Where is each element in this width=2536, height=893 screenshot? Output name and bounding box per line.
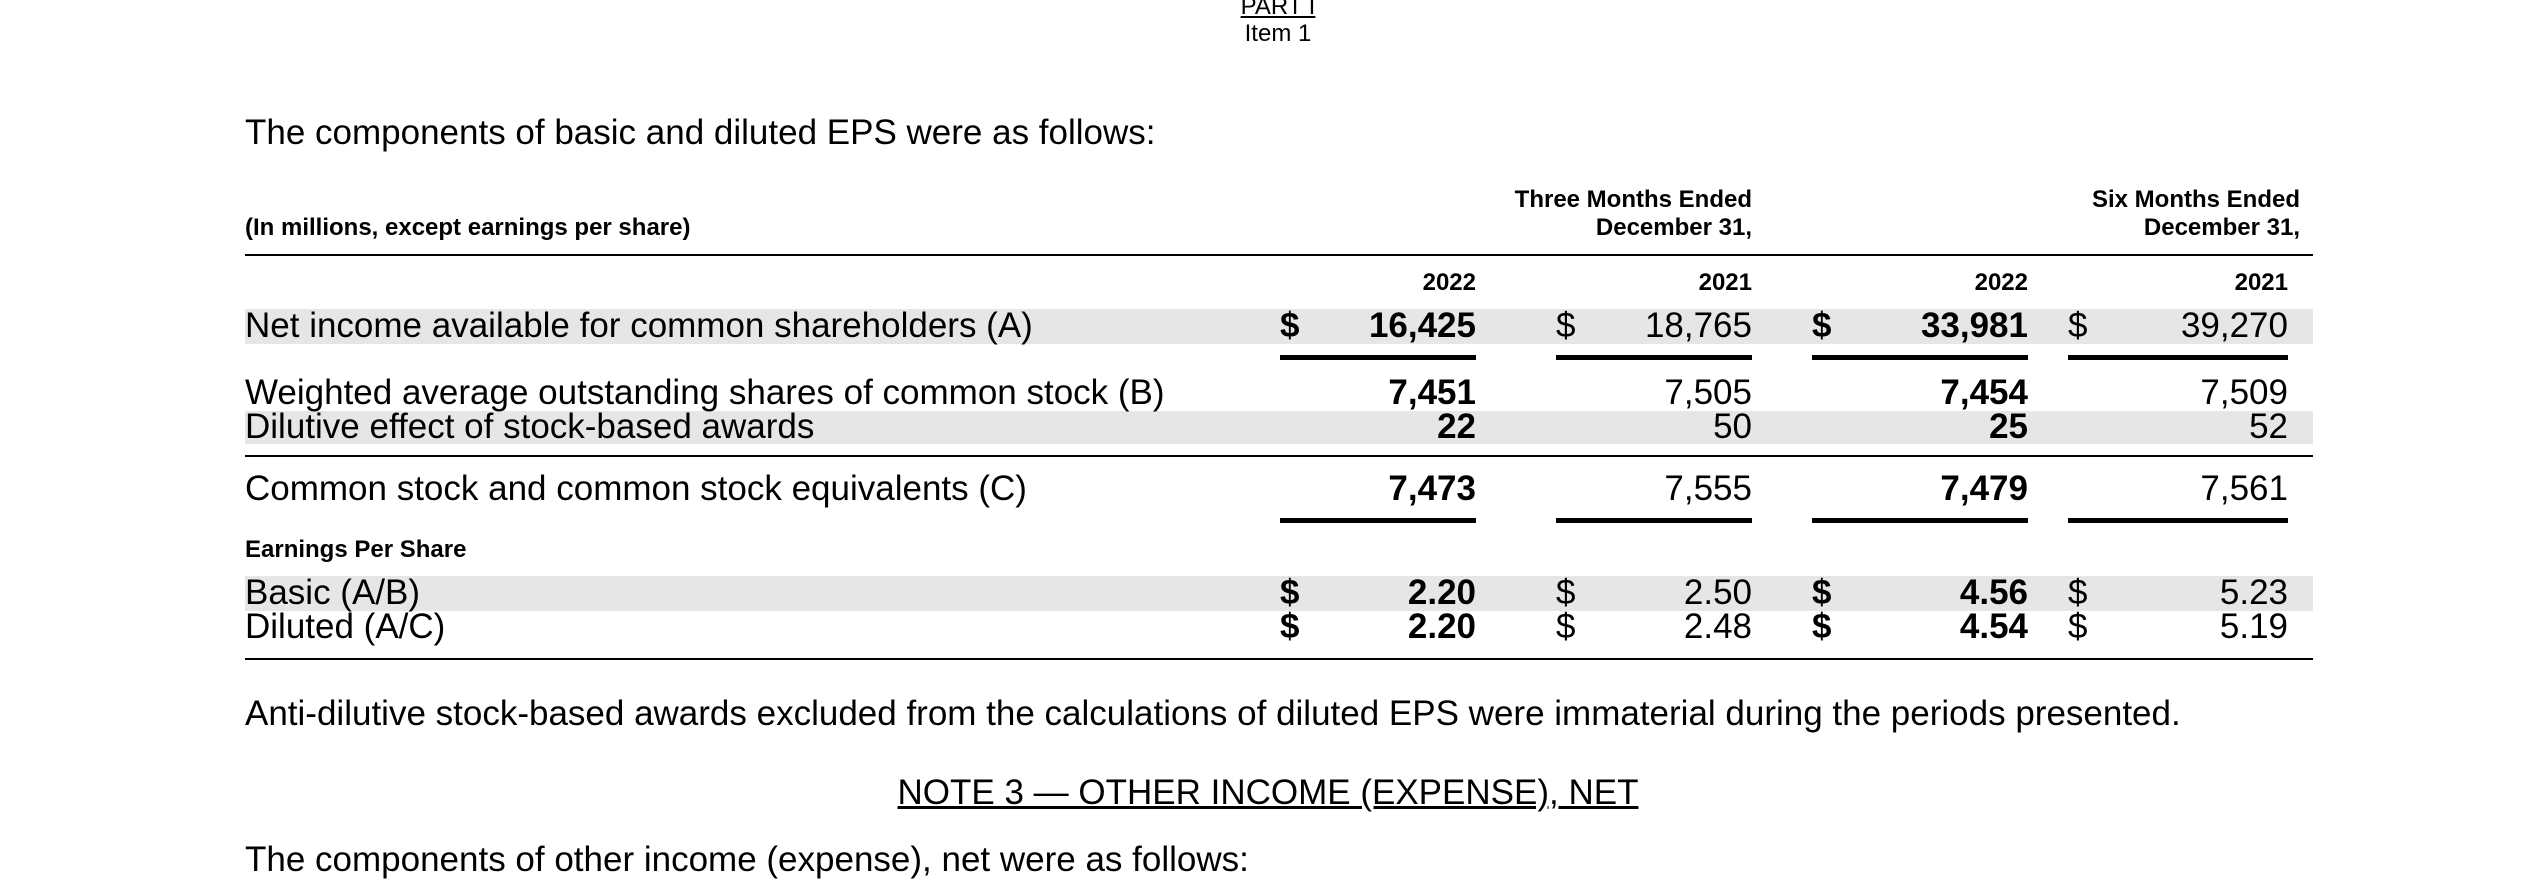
currency-symbol: $	[2068, 607, 2088, 646]
value-basic-q-2022: 2.20	[1407, 573, 1476, 612]
total-rule	[1556, 355, 1752, 360]
row-label-net-income: Net income available for common sharehol…	[245, 306, 1033, 345]
row-label-dilutive: Dilutive effect of stock-based awards	[245, 407, 815, 446]
value-common-equiv-ytd-2022: 7,479	[1940, 469, 2028, 508]
row-label-common-equiv: Common stock and common stock equivalent…	[245, 469, 1027, 508]
row-highlight	[245, 411, 2313, 444]
group-three-months-line2: December 31,	[1595, 214, 1752, 241]
currency-symbol: $	[1556, 573, 1576, 612]
value-weighted-avg-ytd-2021: 7,509	[2200, 373, 2288, 412]
table-bottom-rule	[245, 658, 2313, 660]
currency-symbol: $	[1280, 607, 1300, 646]
total-rule	[1812, 355, 2028, 360]
note3-intro: The components of other income (expense)…	[245, 840, 1249, 879]
value-net-income-q-2021: 18,765	[1644, 306, 1752, 345]
value-weighted-avg-q-2022: 7,451	[1388, 373, 1476, 412]
row-highlight	[245, 309, 2313, 344]
value-net-income-ytd-2021: 39,270	[2180, 306, 2288, 345]
value-diluted-q-2022: 2.20	[1407, 607, 1476, 646]
value-weighted-avg-q-2021: 7,505	[1664, 373, 1752, 412]
currency-symbol: $	[1812, 306, 1832, 345]
intro-text: The components of basic and diluted EPS …	[245, 113, 1156, 152]
header-rule	[245, 254, 2313, 256]
currency-symbol: $	[1556, 306, 1576, 345]
row-label-diluted: Diluted (A/C)	[245, 607, 446, 646]
total-rule	[2068, 518, 2288, 523]
currency-symbol: $	[2068, 573, 2088, 612]
row-label-weighted-avg: Weighted average outstanding shares of c…	[245, 373, 1165, 412]
total-rule	[1812, 518, 2028, 523]
value-diluted-ytd-2022: 4.54	[1959, 607, 2028, 646]
year-col-4: 2021	[2234, 269, 2288, 296]
currency-symbol: $	[1556, 607, 1576, 646]
total-rule	[2068, 355, 2288, 360]
value-common-equiv-ytd-2021: 7,561	[2200, 469, 2288, 508]
total-rule	[1280, 518, 1476, 523]
value-dilutive-q-2022: 22	[1437, 407, 1476, 446]
currency-symbol: $	[1812, 573, 1832, 612]
value-weighted-avg-ytd-2022: 7,454	[1940, 373, 2028, 412]
group-six-months-line1: Six Months Ended	[2091, 186, 2300, 213]
value-diluted-q-2021: 2.48	[1683, 607, 1752, 646]
value-basic-ytd-2021: 5.23	[2219, 573, 2288, 612]
anti-dilutive-note: Anti-dilutive stock-based awards exclude…	[245, 694, 2181, 733]
units-label: (In millions, except earnings per share)	[245, 214, 691, 241]
value-basic-ytd-2022: 4.56	[1959, 573, 2028, 612]
total-rule	[1556, 518, 1752, 523]
item-header: Item 1	[1244, 20, 1312, 47]
currency-symbol: $	[1812, 607, 1832, 646]
value-net-income-q-2022: 16,425	[1368, 306, 1476, 345]
value-dilutive-ytd-2022: 25	[1989, 407, 2028, 446]
eps-heading: Earnings Per Share	[245, 536, 467, 563]
value-dilutive-q-2021: 50	[1713, 407, 1752, 446]
subtotal-rule	[245, 455, 2313, 457]
year-col-2: 2021	[1698, 269, 1752, 296]
value-common-equiv-q-2021: 7,555	[1664, 469, 1752, 508]
group-six-months-line2: December 31,	[2143, 214, 2300, 241]
value-common-equiv-q-2022: 7,473	[1388, 469, 1476, 508]
currency-symbol: $	[2068, 306, 2088, 345]
currency-symbol: $	[1280, 573, 1300, 612]
note3-heading: NOTE 3 — OTHER INCOME (EXPENSE), NET	[897, 773, 1639, 812]
year-col-1: 2022	[1422, 269, 1476, 296]
total-rule	[1280, 355, 1476, 360]
value-net-income-ytd-2022: 33,981	[1920, 306, 2028, 345]
part-header: PART I	[1240, 0, 1316, 20]
row-highlight	[245, 576, 2313, 611]
year-col-3: 2022	[1974, 269, 2028, 296]
group-three-months-line1: Three Months Ended	[1514, 186, 1752, 213]
currency-symbol: $	[1280, 306, 1300, 345]
value-basic-q-2021: 2.50	[1683, 573, 1752, 612]
row-label-basic: Basic (A/B)	[245, 573, 421, 612]
value-dilutive-ytd-2021: 52	[2249, 407, 2288, 446]
value-diluted-ytd-2021: 5.19	[2219, 607, 2288, 646]
